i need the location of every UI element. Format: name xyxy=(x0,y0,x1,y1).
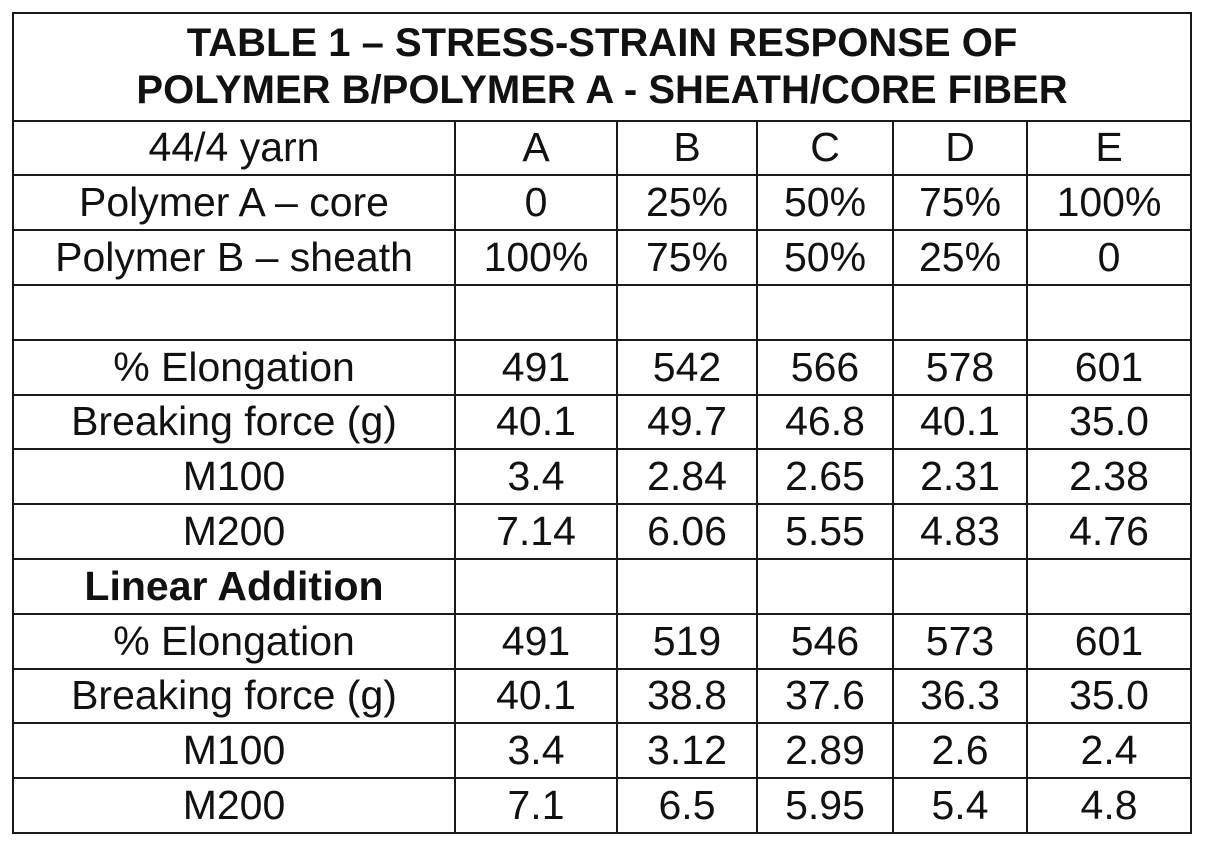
linear-m200-row: M200 7.1 6.5 5.95 5.4 4.8 xyxy=(13,778,1191,833)
linear-breaking-force-row: Breaking force (g) 40.1 38.8 37.6 36.3 3… xyxy=(13,669,1191,724)
table-title: TABLE 1 – STRESS-STRAIN RESPONSE OF POLY… xyxy=(13,13,1191,121)
cell-value: 6.06 xyxy=(617,504,757,559)
cell-value: 2.6 xyxy=(893,723,1027,778)
header-col-a: A xyxy=(455,121,617,176)
empty-cell xyxy=(13,285,455,340)
measured-breaking-force-row: Breaking force (g) 40.1 49.7 46.8 40.1 3… xyxy=(13,395,1191,450)
empty-cell xyxy=(617,285,757,340)
row-label: M100 xyxy=(13,449,455,504)
cell-value: 6.5 xyxy=(617,778,757,833)
stress-strain-table: TABLE 1 – STRESS-STRAIN RESPONSE OF POLY… xyxy=(12,12,1192,834)
cell-value: 566 xyxy=(757,340,893,395)
cell-value: 491 xyxy=(455,340,617,395)
cell-value: 5.95 xyxy=(757,778,893,833)
empty-cell xyxy=(893,559,1027,614)
cell-value: 7.14 xyxy=(455,504,617,559)
header-col-d: D xyxy=(893,121,1027,176)
row-label: M200 xyxy=(13,504,455,559)
cell-value: 37.6 xyxy=(757,669,893,724)
cell-value: 25% xyxy=(893,230,1027,285)
row-label: Breaking force (g) xyxy=(13,669,455,724)
cell-value: 35.0 xyxy=(1027,669,1191,724)
cell-value: 35.0 xyxy=(1027,395,1191,450)
cell-value: 491 xyxy=(455,614,617,669)
row-label: % Elongation xyxy=(13,340,455,395)
cell-value: 573 xyxy=(893,614,1027,669)
cell-value: 2.89 xyxy=(757,723,893,778)
table-document: TABLE 1 – STRESS-STRAIN RESPONSE OF POLY… xyxy=(12,12,1190,834)
cell-value: 4.76 xyxy=(1027,504,1191,559)
cell-value: 25% xyxy=(617,175,757,230)
cell-value: 100% xyxy=(455,230,617,285)
cell-value: 100% xyxy=(1027,175,1191,230)
linear-addition-header-row: Linear Addition xyxy=(13,559,1191,614)
cell-value: 46.8 xyxy=(757,395,893,450)
empty-cell xyxy=(617,559,757,614)
cell-value: 3.4 xyxy=(455,449,617,504)
blank-spacer-row xyxy=(13,285,1191,340)
cell-value: 601 xyxy=(1027,614,1191,669)
cell-value: 542 xyxy=(617,340,757,395)
row-label: % Elongation xyxy=(13,614,455,669)
row-label: Polymer A – core xyxy=(13,175,455,230)
empty-cell xyxy=(1027,559,1191,614)
cell-value: 40.1 xyxy=(893,395,1027,450)
measured-m100-row: M100 3.4 2.84 2.65 2.31 2.38 xyxy=(13,449,1191,504)
cell-value: 50% xyxy=(757,230,893,285)
cell-value: 4.83 xyxy=(893,504,1027,559)
header-col-e: E xyxy=(1027,121,1191,176)
polymer-b-sheath-row: Polymer B – sheath 100% 75% 50% 25% 0 xyxy=(13,230,1191,285)
table-title-line-1: TABLE 1 – STRESS-STRAIN RESPONSE OF xyxy=(14,20,1190,67)
polymer-a-core-row: Polymer A – core 0 25% 50% 75% 100% xyxy=(13,175,1191,230)
row-label: Polymer B – sheath xyxy=(13,230,455,285)
cell-value: 5.4 xyxy=(893,778,1027,833)
cell-value: 546 xyxy=(757,614,893,669)
cell-value: 0 xyxy=(1027,230,1191,285)
empty-cell xyxy=(1027,285,1191,340)
cell-value: 49.7 xyxy=(617,395,757,450)
cell-value: 75% xyxy=(617,230,757,285)
row-label: M200 xyxy=(13,778,455,833)
cell-value: 3.4 xyxy=(455,723,617,778)
linear-m100-row: M100 3.4 3.12 2.89 2.6 2.4 xyxy=(13,723,1191,778)
cell-value: 2.38 xyxy=(1027,449,1191,504)
empty-cell xyxy=(893,285,1027,340)
cell-value: 519 xyxy=(617,614,757,669)
cell-value: 5.55 xyxy=(757,504,893,559)
header-row: 44/4 yarn A B C D E xyxy=(13,121,1191,176)
cell-value: 7.1 xyxy=(455,778,617,833)
cell-value: 2.84 xyxy=(617,449,757,504)
empty-cell xyxy=(455,285,617,340)
linear-elongation-row: % Elongation 491 519 546 573 601 xyxy=(13,614,1191,669)
cell-value: 2.4 xyxy=(1027,723,1191,778)
cell-value: 50% xyxy=(757,175,893,230)
cell-value: 2.65 xyxy=(757,449,893,504)
cell-value: 36.3 xyxy=(893,669,1027,724)
cell-value: 40.1 xyxy=(455,395,617,450)
empty-cell xyxy=(757,559,893,614)
cell-value: 38.8 xyxy=(617,669,757,724)
cell-value: 3.12 xyxy=(617,723,757,778)
table-title-line-2: POLYMER B/POLYMER A - SHEATH/CORE FIBER xyxy=(14,67,1190,114)
header-label: 44/4 yarn xyxy=(13,121,455,176)
measured-m200-row: M200 7.14 6.06 5.55 4.83 4.76 xyxy=(13,504,1191,559)
table-title-row: TABLE 1 – STRESS-STRAIN RESPONSE OF POLY… xyxy=(13,13,1191,121)
row-label: M100 xyxy=(13,723,455,778)
cell-value: 0 xyxy=(455,175,617,230)
cell-value: 2.31 xyxy=(893,449,1027,504)
header-col-b: B xyxy=(617,121,757,176)
row-label: Breaking force (g) xyxy=(13,395,455,450)
header-col-c: C xyxy=(757,121,893,176)
measured-elongation-row: % Elongation 491 542 566 578 601 xyxy=(13,340,1191,395)
cell-value: 601 xyxy=(1027,340,1191,395)
linear-addition-label: Linear Addition xyxy=(13,559,455,614)
cell-value: 578 xyxy=(893,340,1027,395)
cell-value: 4.8 xyxy=(1027,778,1191,833)
cell-value: 40.1 xyxy=(455,669,617,724)
empty-cell xyxy=(455,559,617,614)
cell-value: 75% xyxy=(893,175,1027,230)
empty-cell xyxy=(757,285,893,340)
